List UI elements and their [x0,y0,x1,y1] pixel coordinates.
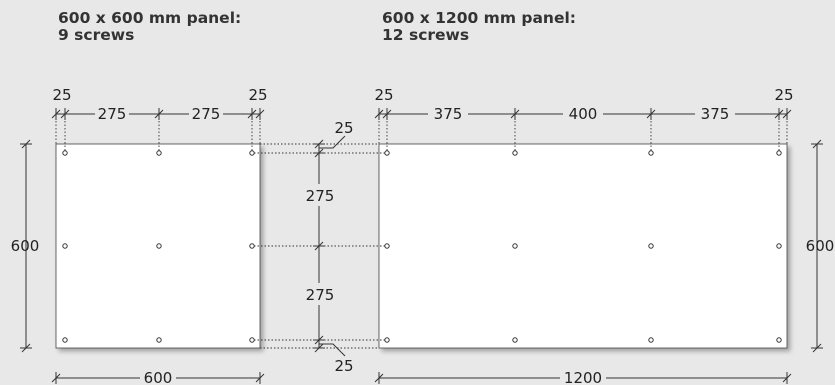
dim-mid-top-margin: 25 [334,119,353,137]
screw-hole [777,151,781,155]
dim-b-width: 1200 [564,369,602,385]
dim-b-gap-3: 375 [701,105,730,123]
screw-hole [385,244,389,248]
screw-hole [63,151,67,155]
screw-hole [777,244,781,248]
dim-b-gap-2: 400 [569,105,598,123]
dim-b-left-margin: 25 [374,86,393,104]
panel-b [379,144,787,348]
screw-hole [777,338,781,342]
dim-mid-lower-gap: 275 [306,286,335,304]
screw-hole [649,151,653,155]
screw-hole [63,338,67,342]
screw-hole [157,244,161,248]
screw-hole [513,338,517,342]
screw-hole [250,151,254,155]
screw-hole [250,338,254,342]
screw-hole [385,151,389,155]
screw-hole [513,244,517,248]
dim-a-right-margin: 25 [248,86,267,104]
screw-hole [250,244,254,248]
dim-b-right-margin: 25 [774,86,793,104]
dim-mid-bottom-margin: 25 [334,357,353,375]
screw-hole [157,151,161,155]
screw-hole [513,151,517,155]
screw-hole [63,244,67,248]
dim-a-width: 600 [144,369,173,385]
dim-a-height: 600 [11,237,40,255]
dim-mid-upper-gap: 275 [306,187,335,205]
screw-hole [649,338,653,342]
dim-a-left-margin: 25 [52,86,71,104]
dim-a-gap-1: 275 [98,105,127,123]
dim-b-gap-1: 375 [434,105,463,123]
screw-hole [649,244,653,248]
screw-hole [157,338,161,342]
dim-a-gap-2: 275 [192,105,221,123]
screw-hole [385,338,389,342]
dim-b-height: 600 [806,237,835,255]
